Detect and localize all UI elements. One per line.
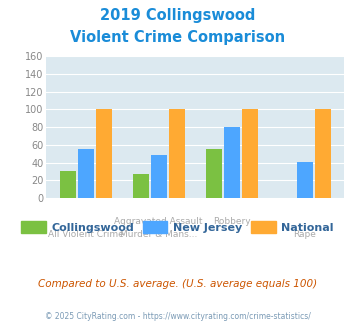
Bar (297, 162, 313, 198)
Bar (151, 154, 167, 198)
Text: Violent Crime Comparison: Violent Crime Comparison (70, 30, 285, 45)
Text: Compared to U.S. average. (U.S. average equals 100): Compared to U.S. average. (U.S. average … (38, 279, 317, 289)
Bar (60, 171, 76, 198)
Bar (242, 109, 258, 198)
Text: Robbery: Robbery (213, 217, 251, 226)
Bar (206, 149, 222, 198)
Text: Aggravated Assault: Aggravated Assault (114, 217, 203, 226)
Bar (95, 109, 111, 198)
Text: All Violent Crime: All Violent Crime (48, 230, 124, 239)
Bar (133, 174, 149, 198)
Bar (315, 109, 331, 198)
Legend: Collingswood, New Jersey, National: Collingswood, New Jersey, National (17, 217, 338, 238)
Bar (78, 149, 94, 198)
Bar (224, 127, 240, 198)
Bar (169, 109, 185, 198)
Text: Murder & Mans...: Murder & Mans... (120, 230, 197, 239)
Text: 2019 Collingswood: 2019 Collingswood (100, 8, 255, 23)
Text: © 2025 CityRating.com - https://www.cityrating.com/crime-statistics/: © 2025 CityRating.com - https://www.city… (45, 312, 310, 321)
Text: Rape: Rape (294, 230, 316, 239)
